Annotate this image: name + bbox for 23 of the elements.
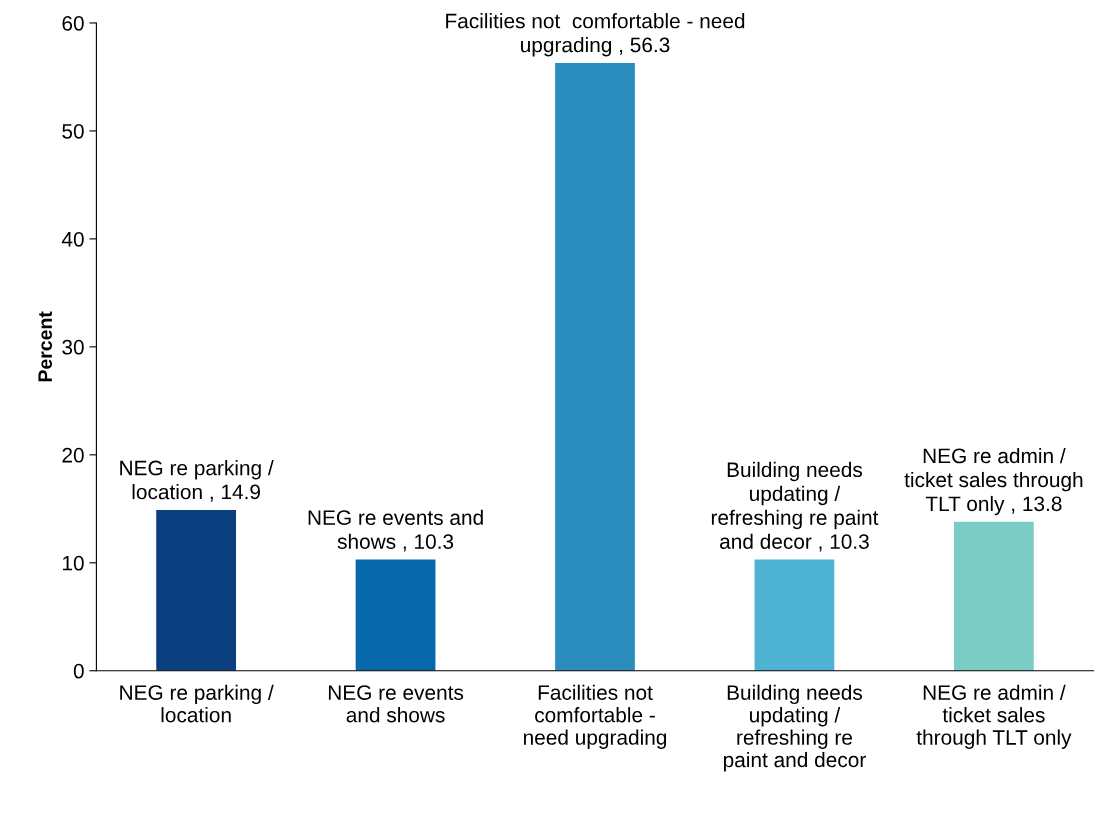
y-tick-label: 50 [62,123,84,139]
data-label: Building needs updating / refreshing re paint and decor , 10.3 [711,461,879,552]
x-tick-label: NEG re admin / ticket sales through TLT only [916,684,1072,749]
bar [355,559,436,671]
y-tick-label: 10 [63,555,84,571]
y-tick-label: 0 [73,663,84,679]
y-tick-label: 40 [61,231,84,247]
bar [953,521,1034,671]
data-label: NEG re events and shows , 10.3 [308,509,483,552]
y-tick-label: 30 [62,339,84,355]
x-tick-label: Building needs updating / refreshing re paint and decor [723,684,866,772]
data-label: NEG re parking / location , 14.9 [120,460,274,502]
bar [156,509,236,671]
y-axis-title: Percent [38,311,53,382]
x-tick-label: NEG re events and shows [328,685,464,723]
y-tick-label: 20 [62,447,84,463]
data-label: NEG re admin / ticket sales through TLT only , 13.8 [904,447,1083,516]
bar [555,62,635,671]
bar [754,559,835,671]
y-tick-label: 60 [62,15,84,31]
x-tick-label: NEG re parking / location [120,684,274,723]
data-label: Facilities not comfortable - need upgrading , 56.3 [446,13,745,57]
x-tick-label: Facilities not comfortable - need upgrading [523,684,667,749]
